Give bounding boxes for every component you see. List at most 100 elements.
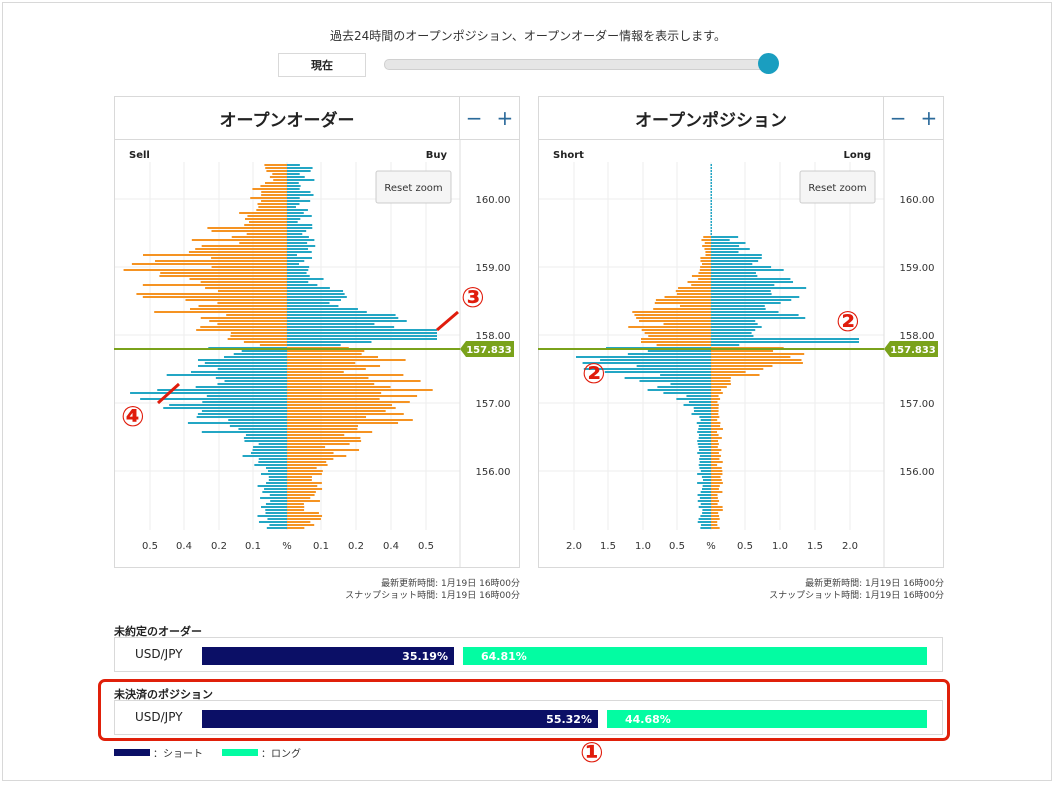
order-bar (244, 440, 287, 442)
position-bar (697, 500, 711, 502)
reset-zoom-button[interactable]: Reset zoom (799, 170, 876, 204)
position-bar (710, 191, 711, 193)
annotation-4: ④ (121, 400, 145, 433)
position-bar (711, 440, 719, 442)
position-bar (702, 512, 711, 514)
position-bar (711, 203, 712, 205)
open-positions-chart[interactable]: Short Long Reset zoom 2.0 1.5 1.0 0.5% 0.5 1.… (539, 140, 943, 567)
order-bar (287, 191, 311, 193)
position-bar (711, 464, 718, 466)
position-bar (711, 224, 712, 226)
highlight-box (98, 679, 950, 741)
position-bar (711, 206, 712, 208)
position-bar (705, 254, 711, 256)
y-tick-label: 157.00 (476, 399, 511, 410)
order-bar (287, 350, 365, 352)
position-bar (711, 320, 756, 322)
time-slider-track[interactable] (384, 59, 776, 70)
order-bar (287, 356, 379, 358)
order-bar (262, 491, 287, 493)
order-bar (239, 242, 287, 244)
position-bar (704, 242, 711, 244)
long-ratio-text: 44.68% (625, 712, 671, 726)
position-bar (699, 458, 711, 460)
order-bar (245, 434, 287, 436)
order-bar (207, 227, 287, 229)
position-bar (657, 386, 711, 388)
order-bar (268, 479, 287, 481)
position-bar (711, 401, 718, 403)
position-bar (676, 293, 711, 295)
order-bar (208, 347, 287, 349)
position-bar (711, 410, 719, 412)
order-bar (287, 446, 326, 448)
y-tick-label: 160.00 (900, 195, 935, 206)
now-button[interactable]: 現在 (278, 53, 366, 77)
position-bar (710, 215, 711, 217)
position-bar (711, 314, 799, 316)
x-tick-label: % (282, 541, 292, 552)
y-tick-label: 156.00 (476, 467, 511, 478)
order-bar (287, 524, 315, 526)
pending-orders-ratio: USD/JPY 35.19% 64.81% (114, 637, 943, 672)
annotation-3: ③ (461, 281, 485, 314)
time-slider-handle[interactable] (758, 53, 779, 74)
order-bar (188, 251, 287, 253)
order-bar (287, 167, 313, 169)
order-bar (287, 314, 396, 316)
order-bar (260, 473, 287, 475)
position-bar (711, 239, 730, 241)
position-bar (676, 398, 711, 400)
order-bar (228, 419, 287, 421)
y-tick-label: 157.00 (900, 399, 935, 410)
order-bar (287, 188, 300, 190)
order-bar (140, 398, 287, 400)
position-bar (641, 338, 711, 340)
long-ratio-bar: 64.81% (463, 647, 927, 665)
position-bar (663, 392, 711, 394)
position-bar (663, 323, 711, 325)
order-bar (238, 428, 287, 430)
position-bar (710, 218, 711, 220)
position-bar (699, 461, 711, 463)
position-bar (711, 506, 723, 508)
position-bar (710, 182, 711, 184)
y-tick-label: 156.00 (900, 467, 935, 478)
x-tick-label: 0.2 (211, 541, 227, 552)
order-bar (227, 338, 287, 340)
position-bar (711, 389, 722, 391)
position-bar (711, 341, 859, 343)
order-bar (273, 179, 287, 181)
position-bar (711, 512, 719, 514)
position-bar (711, 296, 800, 298)
long-ratio-text: 64.81% (481, 649, 527, 663)
open-orders-chart[interactable]: Sell Buy Reset zoom 0.5 0.4 0.2 0.1% 0.1 0.2 0… (115, 140, 519, 567)
position-bar (711, 227, 712, 229)
order-bar (287, 287, 330, 289)
position-bar (711, 353, 805, 355)
position-bar (711, 371, 746, 373)
zoom-out-button[interactable]: − (889, 106, 907, 130)
order-bar (287, 242, 308, 244)
position-bar (698, 278, 711, 280)
y-tick-label: 158.00 (476, 331, 511, 342)
order-bar (287, 275, 310, 277)
position-bar (699, 455, 711, 457)
position-bar (711, 272, 756, 274)
order-bar (197, 413, 287, 415)
reset-zoom-button[interactable]: Reset zoom (375, 170, 452, 204)
order-bar (287, 218, 301, 220)
position-bar (711, 242, 746, 244)
order-bar (287, 290, 344, 292)
order-bar (287, 365, 381, 367)
zoom-in-button[interactable]: + (496, 106, 514, 130)
order-bar (201, 431, 287, 433)
order-bar (250, 197, 287, 199)
position-bar (687, 281, 711, 283)
position-bar (711, 377, 731, 379)
zoom-out-button[interactable]: − (465, 106, 483, 130)
position-bar (711, 194, 712, 196)
position-bar (711, 170, 712, 172)
position-bar (711, 446, 718, 448)
zoom-in-button[interactable]: + (920, 106, 938, 130)
